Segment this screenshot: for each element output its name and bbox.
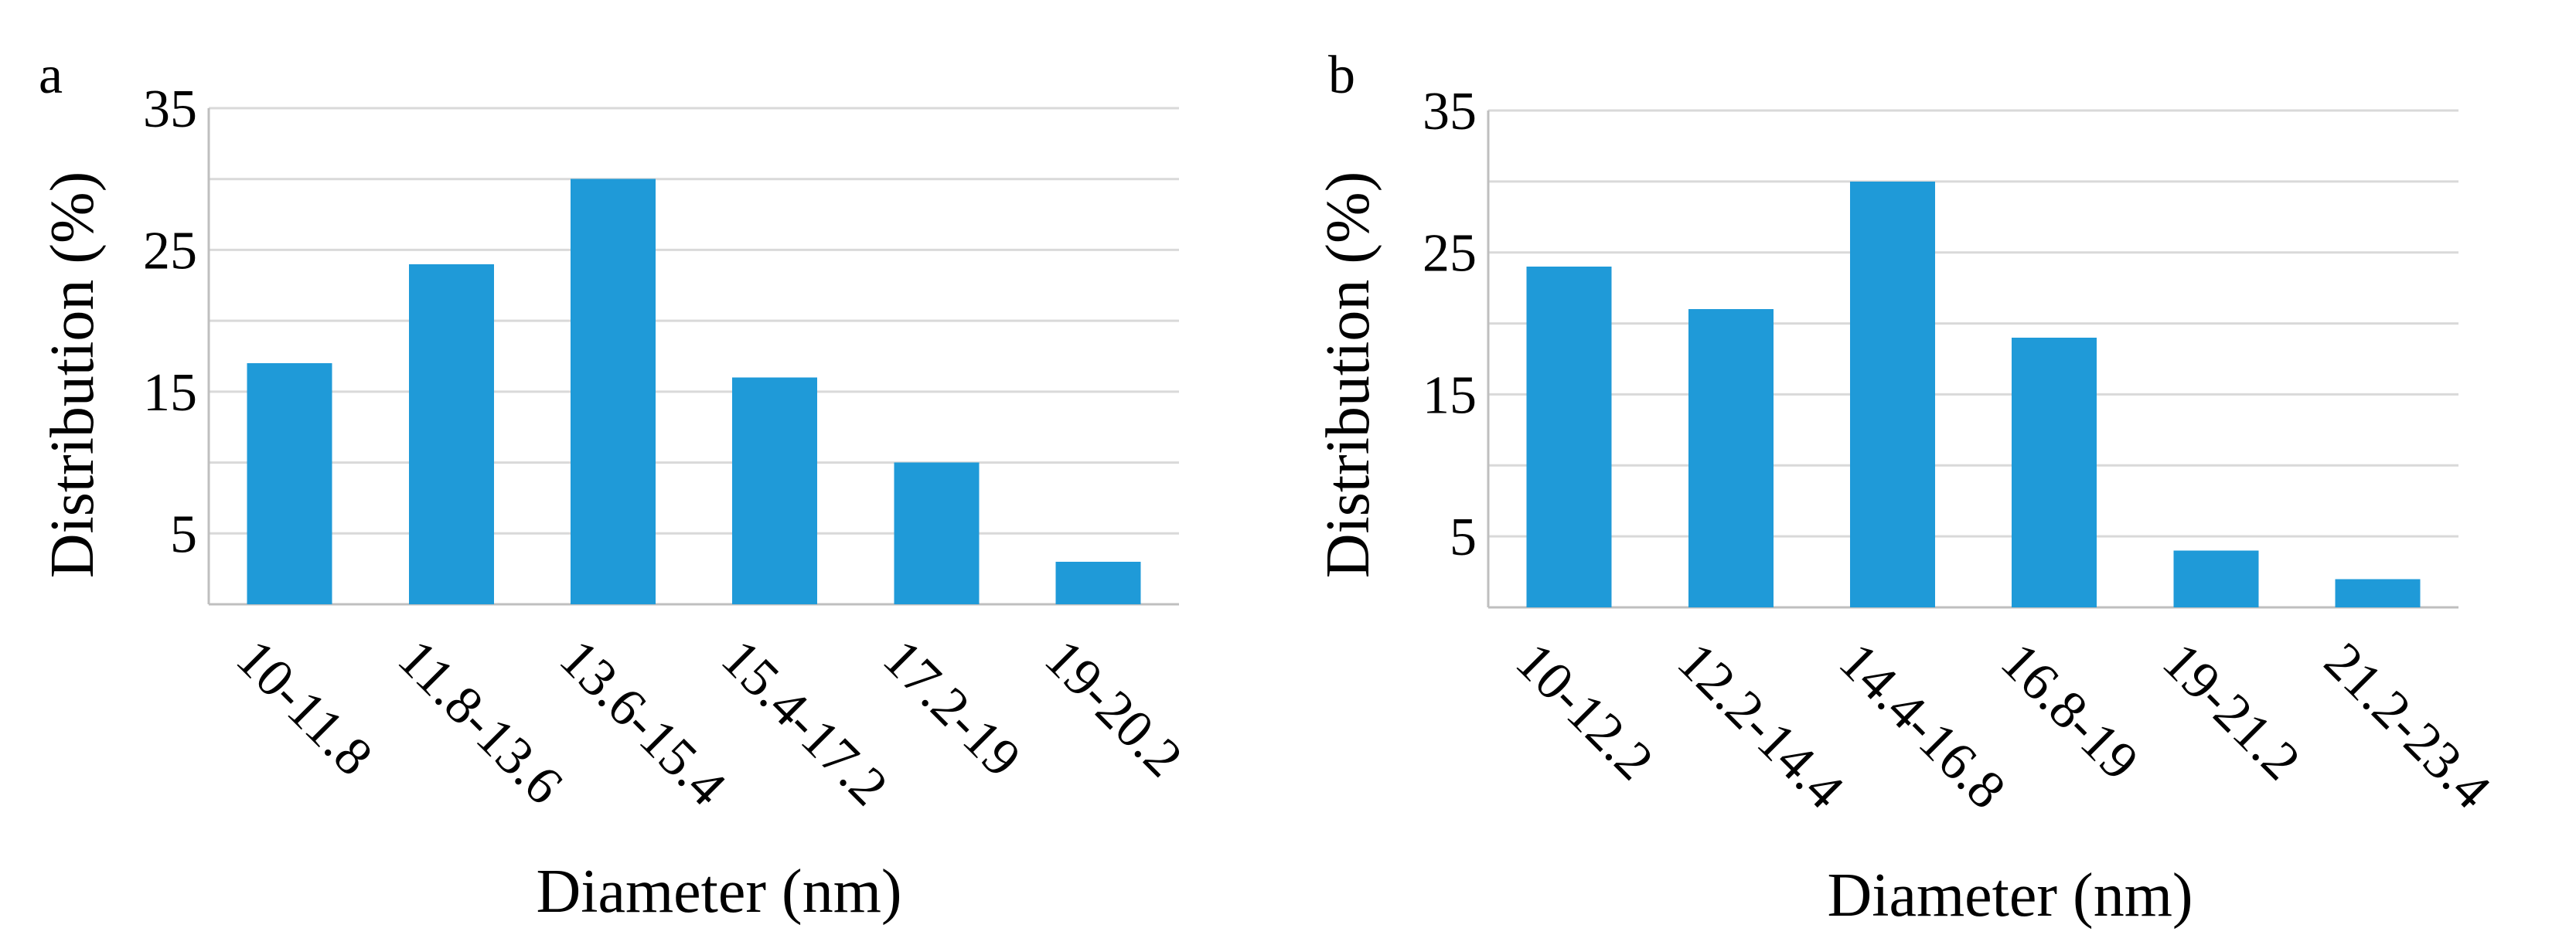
panel-b: b Distribution (%) Diameter (nm) 5 15 25 35… [1314,46,2502,930]
x-tick-label: 17.2-19 [871,628,1031,788]
y-axis-title: Distribution (%) [1314,172,1382,579]
bar [2335,579,2421,607]
bar [1688,309,1774,607]
panel-label: a [39,46,63,105]
x-tick-label: 15.4-17.2 [710,628,898,817]
bar [2173,550,2259,607]
plot-area: 5 15 25 35 10-11.8 11.8-13.613.6-15.415.4-17.… [143,80,1194,818]
y-tick-label: 35 [1423,82,1477,141]
plot-area: 5 15 25 35 10-12.2 12.2-14.414.4-16.816.8-19 1… [1423,82,2502,821]
bar [894,462,980,604]
bar [408,264,494,604]
x-tick-label: 14.4-16.8 [1828,631,2016,820]
x-tick-label: 19-20.2 [1034,628,1194,788]
bar [1055,561,1141,604]
x-tick-label: 10-11.8 [225,628,383,787]
x-tick-label: 21.2-23.4 [2313,631,2502,820]
bar [732,377,818,604]
bar [2012,337,2097,607]
x-tick-label: 12.2-14.4 [1666,631,1855,820]
y-tick-label: 15 [143,363,197,423]
x-axis-title: Diameter (nm) [536,858,901,926]
x-tick-label: 11.8-13.6 [387,628,574,815]
y-tick-label: 5 [170,505,197,564]
panel-label: b [1328,46,1355,105]
y-tick-label: 15 [1423,366,1477,425]
x-tick-label: 16.8-19 [1989,631,2149,791]
y-tick-label: 35 [143,80,197,139]
y-tick-label: 25 [1423,224,1477,284]
x-tick-label: 19-21.2 [2151,631,2311,791]
x-tick-label: 10-12.2 [1504,631,1665,791]
bar [570,178,656,604]
y-axis-title: Distribution (%) [39,172,107,579]
bar [1526,267,1612,607]
y-tick-label: 25 [143,221,197,280]
x-axis-title: Diameter (nm) [1827,862,2193,930]
bar [247,363,332,604]
y-tick-label: 5 [1450,508,1477,567]
panel-a: a Distribution (%) Diameter (nm) 5 15 25 35… [39,46,1194,926]
bar [1849,181,1935,607]
x-tick-label: 13.6-15.4 [548,628,737,817]
